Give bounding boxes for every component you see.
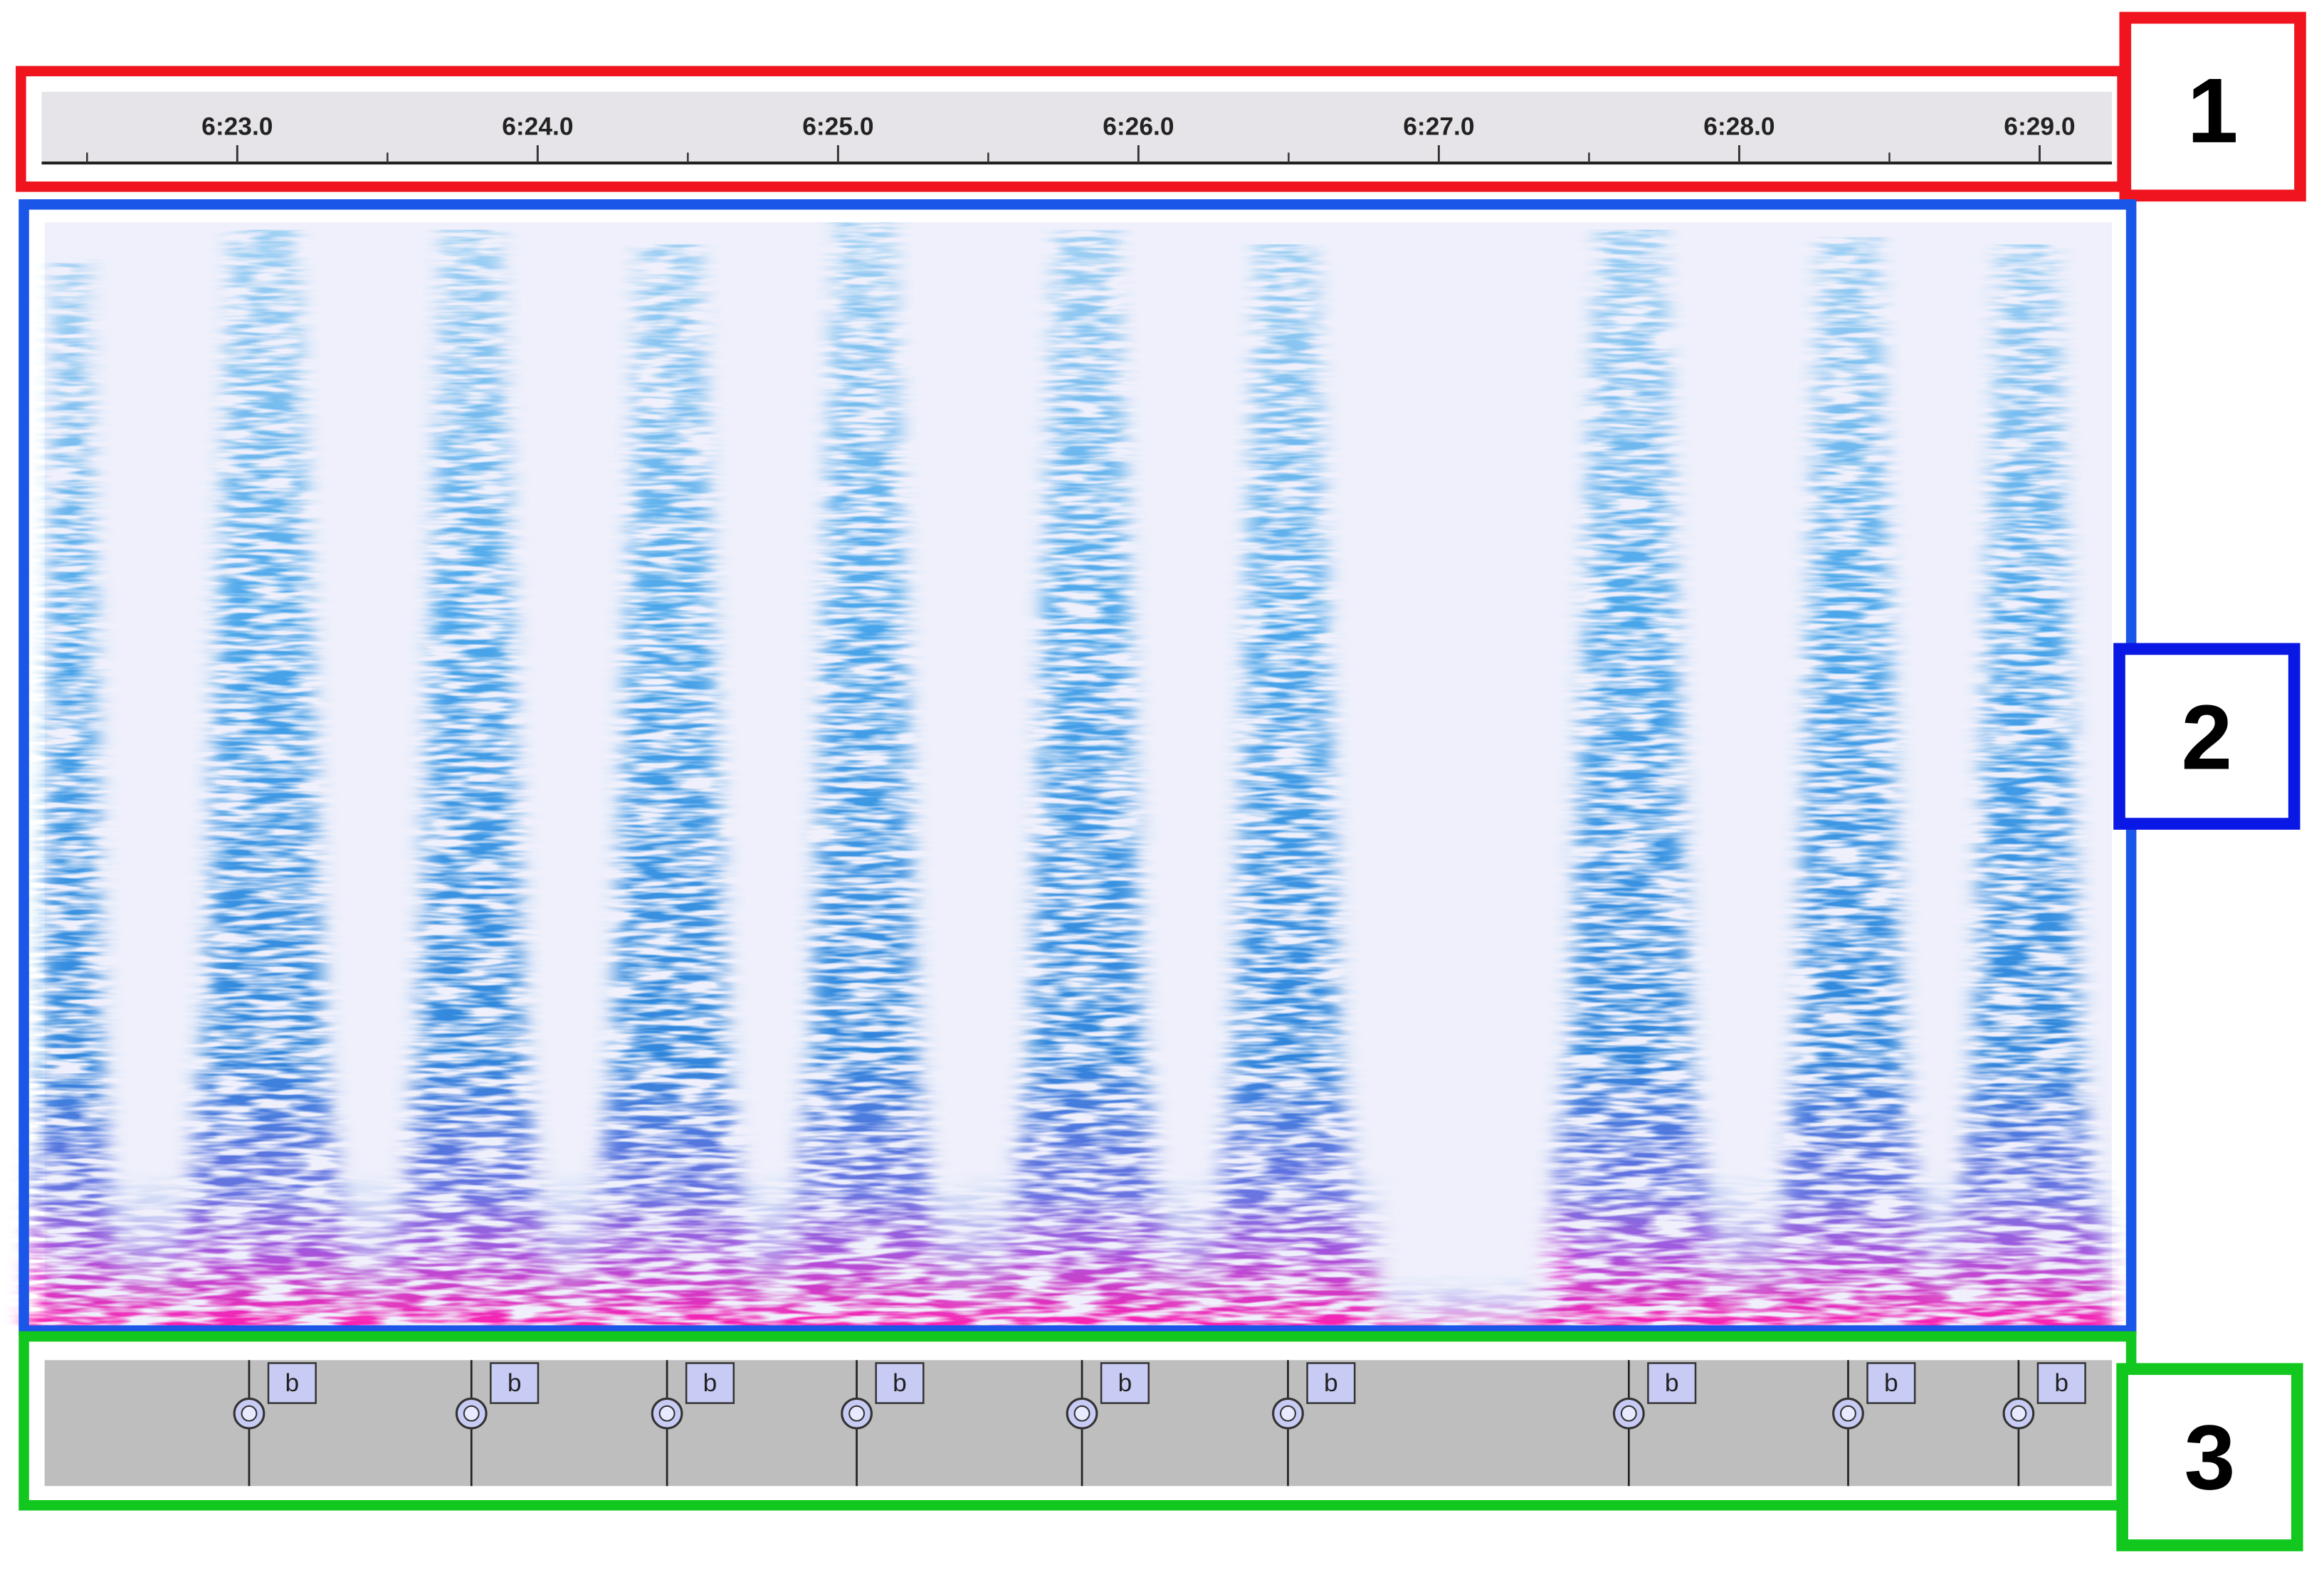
spectral-burst xyxy=(1003,229,1170,1326)
label-handle-inner xyxy=(1280,1405,1296,1422)
label-box xyxy=(875,1362,925,1404)
time-tick-label: 6:26.0 xyxy=(1103,112,1174,140)
label-handle-inner xyxy=(658,1405,675,1422)
label-handle-inner xyxy=(1073,1405,1090,1422)
label-handle-inner xyxy=(848,1405,866,1422)
label-text[interactable]: b xyxy=(1118,1369,1132,1397)
spectral-burst xyxy=(26,259,116,1326)
low-frequency-band xyxy=(1571,1170,2113,1326)
label-text[interactable]: b xyxy=(1665,1369,1679,1397)
spectral-burst xyxy=(1209,244,1365,1326)
spectral-burst xyxy=(1772,237,1928,1326)
label-text[interactable]: b xyxy=(508,1369,522,1397)
spectral-burst xyxy=(587,244,754,1326)
label-handle-inner xyxy=(1620,1405,1637,1422)
low-frequency-band xyxy=(44,1170,1379,1326)
label-box xyxy=(685,1362,735,1404)
label-handle-inner xyxy=(1840,1405,1856,1422)
label-text[interactable]: b xyxy=(285,1369,300,1397)
label-text[interactable]: b xyxy=(1324,1369,1338,1397)
label-text[interactable]: b xyxy=(1884,1369,1898,1397)
timeline[interactable] xyxy=(41,92,2113,164)
label-box xyxy=(267,1362,317,1404)
label-box xyxy=(2036,1362,2086,1404)
time-tick-label: 6:23.0 xyxy=(201,112,273,140)
time-tick-label: 6:27.0 xyxy=(1403,112,1474,140)
label-box xyxy=(1866,1362,1916,1404)
spectral-burst xyxy=(174,229,353,1326)
label-box xyxy=(1100,1362,1150,1404)
spectral-burst xyxy=(1950,244,2105,1326)
spectral-burst xyxy=(786,222,942,1326)
label-handle-inner xyxy=(241,1405,258,1422)
label-box xyxy=(490,1362,540,1404)
callout-box xyxy=(2119,11,2306,202)
spectral-burst xyxy=(1541,229,1720,1326)
time-tick-label: 6:29.0 xyxy=(2004,112,2075,140)
callout-box xyxy=(2116,1363,2303,1551)
time-tick-label: 6:28.0 xyxy=(1703,112,1774,140)
label-handle-inner xyxy=(463,1405,480,1422)
callout-number: 3 xyxy=(2184,1406,2236,1509)
label-text[interactable]: b xyxy=(893,1369,907,1397)
low-frequency-band xyxy=(1378,1274,1572,1326)
spectral-burst xyxy=(393,229,550,1326)
time-tick-label: 6:24.0 xyxy=(502,112,573,140)
label-text[interactable]: b xyxy=(2054,1369,2068,1397)
label-box xyxy=(1306,1362,1356,1404)
callout-number: 1 xyxy=(2187,60,2239,162)
callout-number: 2 xyxy=(2181,687,2232,789)
callout-box xyxy=(2113,643,2301,830)
label-text[interactable]: b xyxy=(703,1369,717,1397)
time-tick-label: 6:25.0 xyxy=(802,112,873,140)
label-box xyxy=(1647,1362,1697,1404)
label-handle-inner xyxy=(2010,1405,2027,1422)
